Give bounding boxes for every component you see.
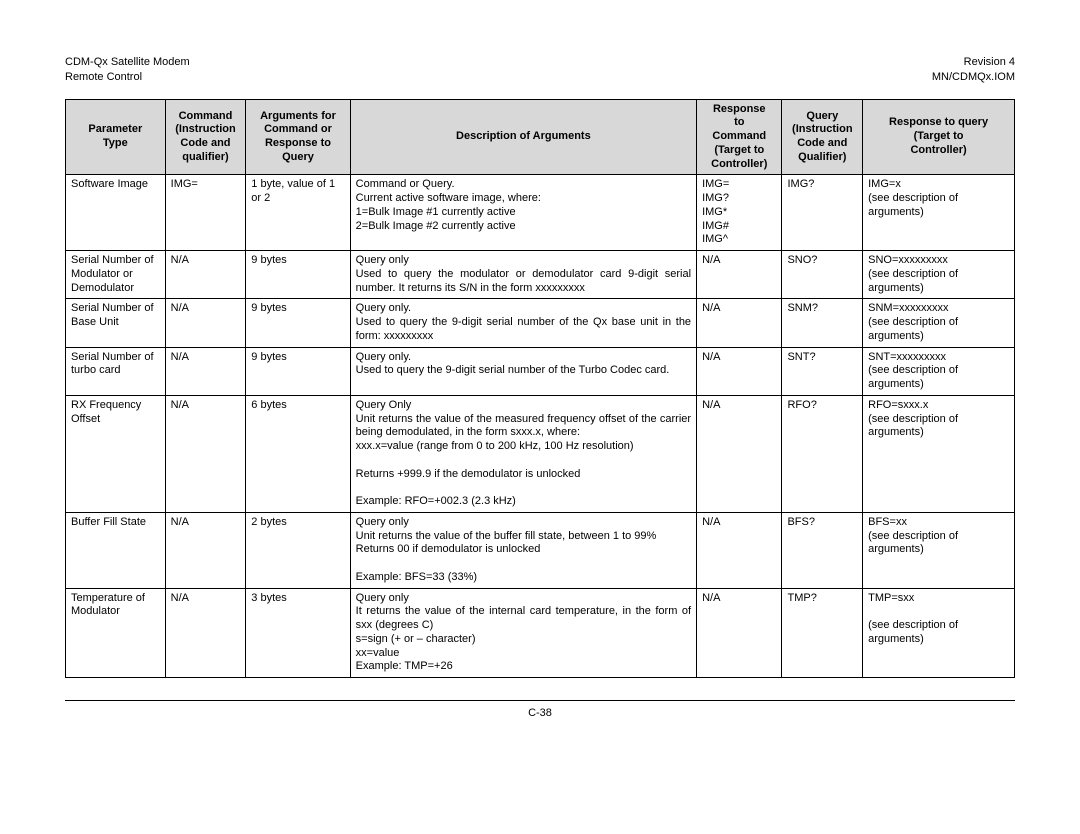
cell-desc: Query onlyUsed to query the modulator or… [350, 251, 696, 299]
header-right-line2: MN/CDMQx.IOM [932, 71, 1015, 83]
cell-qresp: SNT=xxxxxxxxx(see description of argumen… [863, 347, 1015, 395]
cell-desc: Query OnlyUnit returns the value of the … [350, 395, 696, 512]
cell-param: Serial Number of turbo card [66, 347, 166, 395]
cell-cmd: N/A [165, 395, 246, 512]
col-header-description: Description of Arguments [350, 99, 696, 175]
table-row: Serial Number of Modulator or Demodulato… [66, 251, 1015, 299]
table-row: Temperature of ModulatorN/A3 bytesQuery … [66, 588, 1015, 678]
cell-desc: Query only.Used to query the 9-digit ser… [350, 299, 696, 347]
cell-desc: Query onlyIt returns the value of the in… [350, 588, 696, 678]
cell-qresp: RFO=sxxx.x(see description of arguments) [863, 395, 1015, 512]
cell-cmd: IMG= [165, 175, 246, 251]
col-header-parameter: ParameterType [66, 99, 166, 175]
cell-args: 1 byte, value of 1 or 2 [246, 175, 350, 251]
col-header-qresponse: Response to query(Target toController) [863, 99, 1015, 175]
cell-resp: N/A [697, 395, 782, 512]
cell-qresp: SNM=xxxxxxxxx(see description of argumen… [863, 299, 1015, 347]
cell-param: Software Image [66, 175, 166, 251]
cell-param: Temperature of Modulator [66, 588, 166, 678]
cell-resp: N/A [697, 347, 782, 395]
table-row: RX Frequency OffsetN/A6 bytesQuery OnlyU… [66, 395, 1015, 512]
cell-resp: N/A [697, 251, 782, 299]
cell-cmd: N/A [165, 588, 246, 678]
cell-args: 9 bytes [246, 251, 350, 299]
cell-cmd: N/A [165, 299, 246, 347]
cell-query: RFO? [782, 395, 863, 512]
cell-qresp: BFS=xx(see description of arguments) [863, 512, 1015, 588]
cell-args: 9 bytes [246, 347, 350, 395]
cell-qresp: TMP=sxx(see description of arguments) [863, 588, 1015, 678]
cell-query: TMP? [782, 588, 863, 678]
cell-qresp: SNO=xxxxxxxxx(see description of argumen… [863, 251, 1015, 299]
cell-args: 2 bytes [246, 512, 350, 588]
cell-resp: N/A [697, 299, 782, 347]
footer-rule [65, 700, 1015, 701]
cell-resp: N/A [697, 588, 782, 678]
col-header-response: ResponsetoCommand(Target toController) [697, 99, 782, 175]
cell-query: BFS? [782, 512, 863, 588]
cell-cmd: N/A [165, 512, 246, 588]
header-right: Revision 4 MN/CDMQx.IOM [932, 55, 1015, 85]
cell-param: Serial Number of Base Unit [66, 299, 166, 347]
table-row: Serial Number of Base UnitN/A9 bytesQuer… [66, 299, 1015, 347]
cell-resp: IMG=IMG?IMG*IMG#IMG^ [697, 175, 782, 251]
cell-query: SNO? [782, 251, 863, 299]
col-header-query: Query(InstructionCode andQualifier) [782, 99, 863, 175]
cell-args: 6 bytes [246, 395, 350, 512]
cell-query: SNT? [782, 347, 863, 395]
cell-args: 9 bytes [246, 299, 350, 347]
cell-cmd: N/A [165, 347, 246, 395]
parameters-table: ParameterType Command(InstructionCode an… [65, 99, 1015, 679]
cell-desc: Query onlyUnit returns the value of the … [350, 512, 696, 588]
cell-param: Buffer Fill State [66, 512, 166, 588]
cell-resp: N/A [697, 512, 782, 588]
col-header-command: Command(InstructionCode andqualifier) [165, 99, 246, 175]
cell-query: SNM? [782, 299, 863, 347]
cell-desc: Command or Query.Current active software… [350, 175, 696, 251]
cell-args: 3 bytes [246, 588, 350, 678]
page-number: C-38 [65, 707, 1015, 719]
header-left-line1: CDM-Qx Satellite Modem [65, 56, 190, 68]
cell-param: RX Frequency Offset [66, 395, 166, 512]
header-left: CDM-Qx Satellite Modem Remote Control [65, 55, 190, 85]
header-right-line1: Revision 4 [964, 56, 1015, 68]
table-row: Software ImageIMG=1 byte, value of 1 or … [66, 175, 1015, 251]
col-header-arguments: Arguments forCommand orResponse toQuery [246, 99, 350, 175]
header-left-line2: Remote Control [65, 71, 142, 83]
page-header: CDM-Qx Satellite Modem Remote Control Re… [65, 55, 1015, 85]
cell-cmd: N/A [165, 251, 246, 299]
cell-query: IMG? [782, 175, 863, 251]
cell-qresp: IMG=x(see description of arguments) [863, 175, 1015, 251]
table-row: Buffer Fill StateN/A2 bytesQuery onlyUni… [66, 512, 1015, 588]
table-row: Serial Number of turbo cardN/A9 bytesQue… [66, 347, 1015, 395]
cell-desc: Query only.Used to query the 9-digit ser… [350, 347, 696, 395]
table-header-row: ParameterType Command(InstructionCode an… [66, 99, 1015, 175]
cell-param: Serial Number of Modulator or Demodulato… [66, 251, 166, 299]
